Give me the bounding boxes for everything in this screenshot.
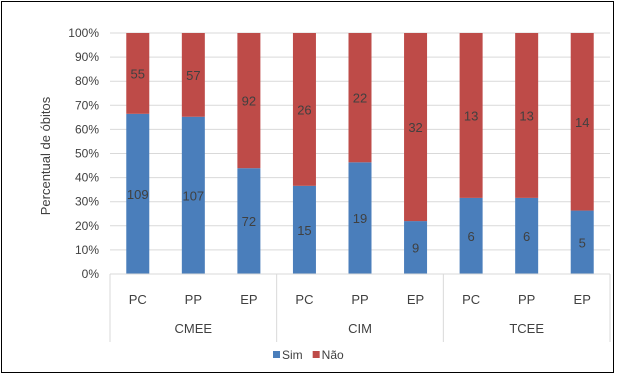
y-tick-label: 0% — [82, 267, 100, 281]
data-label-sim: 19 — [353, 211, 367, 226]
y-tick-label: 20% — [75, 219, 99, 233]
x-category-label: EP — [574, 292, 591, 307]
data-label-nao: 13 — [464, 108, 478, 123]
x-category-label: PC — [462, 292, 480, 307]
data-label-sim: 72 — [242, 214, 256, 229]
y-tick-label: 30% — [75, 195, 99, 209]
data-label-nao: 26 — [297, 102, 311, 117]
y-tick-label: 50% — [75, 147, 99, 161]
bar-segment-sim — [570, 210, 594, 274]
bar-segment-nao — [237, 33, 261, 169]
data-label-nao: 92 — [242, 94, 256, 109]
data-label-nao: 22 — [353, 91, 367, 106]
legend-label: Não — [322, 348, 344, 362]
bar-segment-nao — [570, 33, 594, 211]
x-category-label: PC — [129, 292, 147, 307]
x-category-label: PP — [351, 292, 368, 307]
y-axis-label: Percentual de óbitos — [38, 96, 53, 215]
legend-swatch — [312, 351, 320, 358]
bar-segment-sim — [515, 197, 539, 274]
legend-swatch — [273, 351, 280, 358]
data-label-nao: 55 — [131, 66, 145, 81]
bar-segment-sim — [404, 221, 428, 274]
bar-segment-nao — [348, 33, 372, 163]
data-label-sim: 6 — [467, 229, 474, 244]
data-label-nao: 57 — [186, 68, 200, 83]
x-category-label: PP — [518, 292, 535, 307]
bars — [126, 33, 594, 274]
bar-segment-sim — [459, 197, 483, 274]
y-tick-label: 10% — [75, 243, 99, 257]
x-axis: PC PP EP CMEE PC PP EP CIM PC PP EP TCEE — [109, 273, 611, 342]
y-tick-label: 60% — [75, 122, 99, 136]
x-category-label: PP — [185, 292, 202, 307]
bar-segment-sim — [292, 185, 316, 274]
bar-segment-sim — [237, 168, 261, 274]
bar-segment-nao — [292, 33, 316, 186]
bar-segment-nao — [126, 33, 150, 114]
y-tick-label: 40% — [75, 171, 99, 185]
y-tick-label: 70% — [75, 98, 99, 112]
data-label-sim: 107 — [182, 188, 204, 203]
bar-segment-sim — [181, 116, 205, 274]
bar-segment-sim — [126, 113, 150, 274]
bar-segment-nao — [459, 33, 483, 198]
data-label-sim: 15 — [297, 223, 311, 238]
x-category-label: EP — [240, 292, 257, 307]
y-axis-ticks: 0% 10% 20% 30% 40% 50% 60% 70% 80% 90% 100% — [68, 26, 99, 281]
data-label-sim: 6 — [523, 229, 530, 244]
data-label-sim: 109 — [127, 187, 149, 202]
legend: Sim Não — [273, 348, 344, 362]
bar-segment-nao — [404, 33, 428, 222]
x-group-label: CIM — [348, 321, 372, 336]
x-category-label: EP — [407, 292, 424, 307]
data-label-nao: 32 — [408, 120, 422, 135]
x-category-label: PC — [295, 292, 313, 307]
legend-label: Sim — [282, 348, 303, 362]
x-group-label: CMEE — [175, 321, 213, 336]
bar-segment-sim — [348, 162, 372, 274]
data-labels: 109 55 107 57 72 92 15 26 19 22 9 32 6 13 6 13 5 14 — [127, 66, 590, 255]
y-tick-label: 100% — [68, 26, 99, 40]
bar-segment-nao — [181, 33, 205, 117]
x-group-label: TCEE — [509, 321, 544, 336]
data-label-sim: 9 — [412, 241, 419, 256]
y-tick-label: 90% — [75, 50, 99, 64]
data-label-sim: 5 — [579, 235, 586, 250]
stacked-bar-chart: 0% 10% 20% 30% 40% 50% 60% 70% 80% 90% 100% Percen… — [38, 26, 611, 362]
bar-segment-nao — [515, 33, 539, 198]
y-tick-label: 80% — [75, 74, 99, 88]
data-label-nao: 13 — [519, 108, 533, 123]
data-label-nao: 14 — [575, 115, 589, 130]
